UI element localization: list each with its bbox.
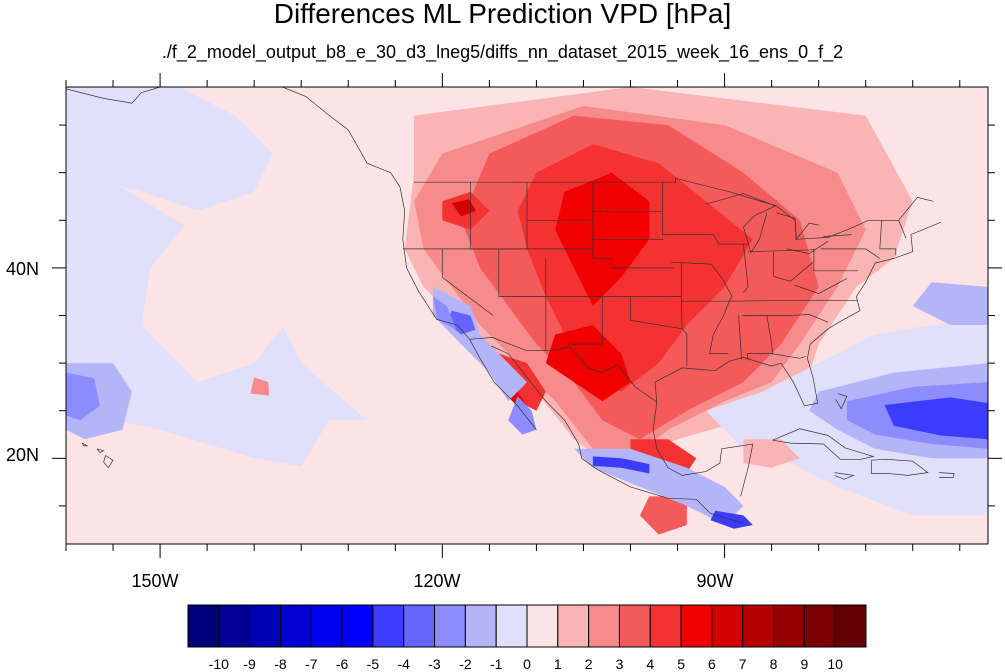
difference-region-16 bbox=[639, 496, 687, 535]
border-line-32 bbox=[813, 248, 859, 272]
border-line-31 bbox=[748, 249, 814, 253]
difference-region-33 bbox=[250, 377, 270, 396]
colorbar-label: -3 bbox=[428, 656, 441, 672]
border-line-45 bbox=[835, 393, 848, 410]
difference-region-32 bbox=[743, 439, 800, 468]
border-line-2 bbox=[654, 221, 942, 407]
difference-region-3 bbox=[282, 420, 631, 544]
border-line-33 bbox=[820, 248, 880, 259]
map-subtitle: ./f_2_model_output_b8_e_30_d3_lneg5/diff… bbox=[161, 42, 844, 62]
coastlines-and-borders bbox=[66, 87, 955, 524]
border-line-26 bbox=[738, 315, 742, 360]
difference-region-22 bbox=[592, 456, 650, 474]
colorbar-label: 4 bbox=[646, 656, 655, 672]
difference-region-12 bbox=[451, 199, 477, 217]
lat-tick-label-20n: 20N bbox=[6, 445, 40, 465]
colorbar-label: 6 bbox=[707, 656, 716, 672]
difference-region-20 bbox=[508, 396, 537, 435]
border-line-34 bbox=[879, 220, 897, 256]
colorbar-label: 0 bbox=[523, 656, 531, 672]
colorbar-label: 5 bbox=[677, 656, 685, 672]
difference-region-10 bbox=[545, 325, 631, 402]
border-line-29 bbox=[743, 244, 749, 293]
colorbar-label: 2 bbox=[584, 656, 593, 672]
map-title: Differences ML Prediction VPD [hPa] bbox=[273, 0, 732, 29]
border-line-43 bbox=[939, 472, 955, 478]
colorbar-label: 9 bbox=[800, 656, 809, 672]
difference-region-21 bbox=[574, 448, 744, 525]
colorbar-label: -2 bbox=[459, 656, 472, 672]
difference-region-19 bbox=[432, 296, 457, 330]
border-line-44 bbox=[834, 472, 855, 480]
colorbar-label: -1 bbox=[489, 656, 503, 672]
colorbar-label: 7 bbox=[738, 656, 747, 672]
border-line-7 bbox=[776, 212, 819, 241]
difference-region-28 bbox=[912, 282, 988, 325]
colorbar-label: -9 bbox=[243, 656, 256, 672]
border-line-24 bbox=[681, 299, 858, 302]
border-line-5 bbox=[469, 337, 658, 403]
colorbar-label: -6 bbox=[335, 656, 349, 672]
border-line-46 bbox=[66, 87, 161, 104]
border-line-25 bbox=[742, 314, 829, 323]
colorbar-label: -10 bbox=[208, 656, 229, 672]
colorbar-label: 8 bbox=[769, 656, 778, 672]
lon-tick-label-120w: 120W bbox=[413, 571, 461, 591]
border-line-0 bbox=[399, 186, 537, 431]
difference-region-1 bbox=[141, 220, 292, 383]
border-line-23 bbox=[680, 263, 688, 366]
border-line-40 bbox=[81, 442, 88, 447]
border-line-38 bbox=[103, 455, 114, 469]
border-line-30 bbox=[773, 251, 814, 282]
border-line-11 bbox=[441, 248, 494, 316]
colorbar-label: -7 bbox=[305, 656, 318, 672]
border-line-21 bbox=[662, 182, 749, 245]
border-line-1 bbox=[491, 345, 744, 524]
border-line-37 bbox=[282, 87, 401, 188]
difference-region-31 bbox=[66, 87, 273, 211]
border-line-35 bbox=[898, 220, 907, 239]
difference-region-30 bbox=[66, 372, 100, 421]
axis-ticks bbox=[52, 73, 1002, 558]
lat-tick-label-40n: 40N bbox=[6, 259, 40, 279]
colorbar-label: -4 bbox=[397, 656, 410, 672]
colorbar-label: 10 bbox=[827, 656, 843, 672]
difference-region-27 bbox=[884, 397, 988, 440]
border-line-28 bbox=[771, 353, 806, 359]
border-line-39 bbox=[96, 448, 105, 454]
colorbar-label: 1 bbox=[553, 656, 562, 672]
border-line-42 bbox=[870, 458, 929, 476]
colorbar-label: -8 bbox=[274, 656, 287, 672]
colorbar-label: -5 bbox=[366, 656, 380, 672]
border-line-41 bbox=[772, 428, 875, 460]
border-line-9 bbox=[823, 234, 852, 237]
border-line-19 bbox=[568, 296, 603, 345]
border-line-6 bbox=[705, 193, 777, 254]
border-line-3 bbox=[652, 402, 754, 497]
lon-tick-label-150w: 150W bbox=[131, 571, 179, 591]
lon-tick-label-90w: 90W bbox=[696, 571, 734, 591]
border-line-36 bbox=[794, 278, 848, 294]
border-line-20 bbox=[630, 296, 683, 330]
colorbar-label: 3 bbox=[615, 656, 624, 672]
